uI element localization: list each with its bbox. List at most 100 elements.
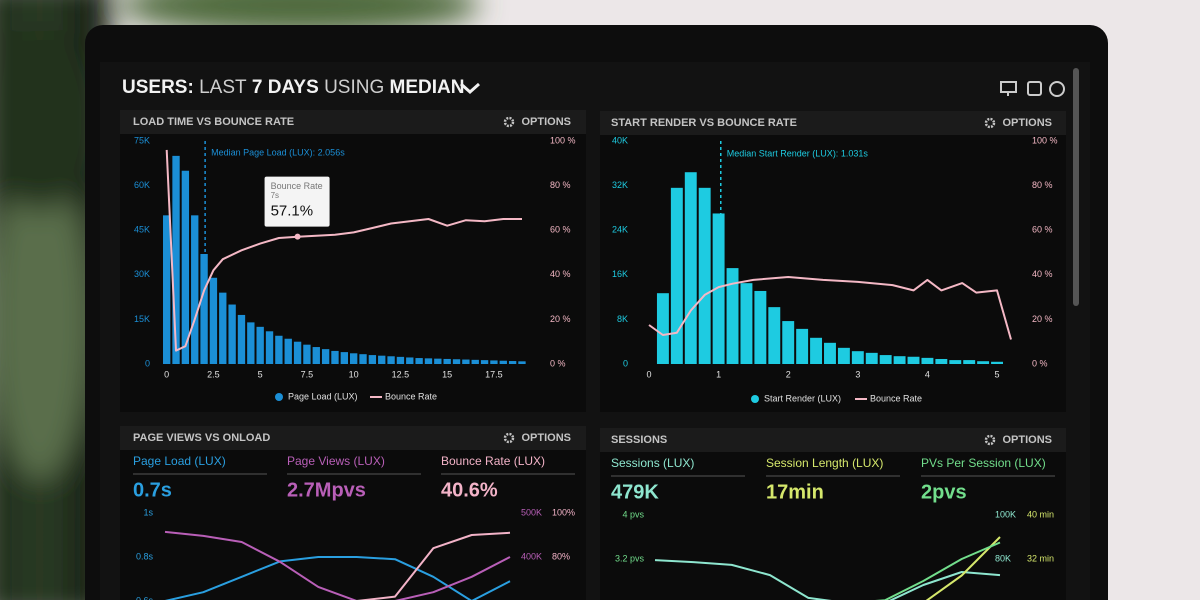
metric-value: 17min xyxy=(766,481,824,503)
y-tick-label: 100 % xyxy=(550,135,576,145)
options-button[interactable]: OPTIONS xyxy=(521,116,571,128)
x-tick-label: 2.5 xyxy=(207,369,220,379)
histogram-bar xyxy=(712,213,725,364)
y-tick-label: 80 % xyxy=(1032,180,1053,190)
histogram-bar xyxy=(754,290,767,364)
histogram-bar xyxy=(191,215,199,364)
share-icon[interactable] xyxy=(1027,81,1042,96)
histogram-bar xyxy=(851,351,864,364)
series-line xyxy=(925,536,1001,600)
y-tick-label: 60K xyxy=(134,180,150,190)
metric-label: Session Length (LUX) xyxy=(766,456,883,470)
x-tick-label: 17.5 xyxy=(485,369,503,379)
legend-swatch xyxy=(751,395,759,403)
scrollbar[interactable] xyxy=(1073,68,1079,306)
x-tick-label: 2 xyxy=(786,369,791,379)
histogram-bar xyxy=(284,338,292,364)
histogram-bar xyxy=(275,335,283,364)
y-tick-label: 20 % xyxy=(1032,314,1053,324)
title-part: MEDIAN xyxy=(390,77,465,98)
dropdown-chevron[interactable] xyxy=(460,82,480,95)
histogram-bar xyxy=(181,170,190,364)
histogram-bar xyxy=(698,187,711,364)
y-tick-label: 4 pvs xyxy=(622,509,644,519)
y-tick-label: 100 % xyxy=(1032,135,1058,145)
toolbar-icons xyxy=(1000,81,1065,97)
panel-header xyxy=(120,110,586,134)
series-line xyxy=(165,149,522,352)
histogram-bar xyxy=(312,347,320,364)
histogram-bar xyxy=(518,361,526,364)
histogram-bar xyxy=(977,361,990,364)
y-tick-label: 30K xyxy=(134,269,150,279)
legend-label[interactable]: Page Load (LUX) xyxy=(288,391,358,401)
options-button[interactable]: OPTIONS xyxy=(1002,434,1052,446)
histogram-bar xyxy=(740,283,753,364)
series-line xyxy=(654,559,1001,600)
histogram-bar xyxy=(471,359,479,364)
gear-icon[interactable] xyxy=(503,432,515,444)
gear-icon[interactable] xyxy=(984,434,996,446)
histogram-bar xyxy=(726,268,739,364)
series-line xyxy=(164,556,511,600)
y-tick-label: 60 % xyxy=(550,225,571,235)
help-icon[interactable] xyxy=(1049,81,1065,97)
histogram-bar xyxy=(768,307,781,364)
series-line xyxy=(648,276,1012,340)
title-part: 7 DAYS xyxy=(252,77,319,98)
panel-body xyxy=(120,450,586,600)
x-tick-label: 10 xyxy=(349,369,359,379)
series-line xyxy=(164,530,511,600)
histogram-bar xyxy=(490,360,498,364)
histogram-bar xyxy=(452,359,461,364)
legend-label[interactable]: Start Render (LUX) xyxy=(764,393,841,403)
histogram-bar xyxy=(172,155,180,364)
x-tick-label: 12.5 xyxy=(392,369,410,379)
histogram-bar xyxy=(879,355,892,364)
y-tick-label: 40 % xyxy=(1032,269,1053,279)
histogram-bar xyxy=(656,293,669,364)
panel-title: SESSIONS xyxy=(611,434,667,446)
x-tick-label: 1 xyxy=(716,369,721,379)
options-button[interactable]: OPTIONS xyxy=(521,432,571,444)
tooltip-box xyxy=(264,176,330,227)
histogram-bar xyxy=(424,358,433,364)
histogram-bar xyxy=(963,360,976,364)
histogram-bar xyxy=(209,277,218,364)
legend-label[interactable]: Bounce Rate xyxy=(870,393,922,403)
title-part: USERS: xyxy=(122,77,194,98)
y-tick-label: 3.2 pvs xyxy=(615,553,645,563)
histogram-bar xyxy=(837,347,850,364)
metric-label: Page Views (LUX) xyxy=(287,454,385,468)
gear-icon[interactable] xyxy=(984,117,996,129)
histogram-bar xyxy=(907,356,920,364)
histogram-bar xyxy=(462,359,470,364)
histogram-bar xyxy=(824,342,836,364)
dashboard-title[interactable]: USERS: LAST 7 DAYS USING MEDIAN xyxy=(122,77,464,98)
y-tick-label: 100K xyxy=(995,509,1016,519)
histogram-bar xyxy=(219,292,227,364)
histogram-bar xyxy=(321,349,330,364)
y-tick-label: 75K xyxy=(134,135,150,145)
y-tick-label: 20 % xyxy=(550,314,571,324)
histogram-bar xyxy=(443,358,451,364)
y-tick-label: 40 % xyxy=(550,269,571,279)
median-label: Median Start Render (LUX): 1.031s xyxy=(727,148,869,158)
legend-swatch xyxy=(275,393,283,401)
x-tick-label: 0 xyxy=(646,369,651,379)
x-tick-label: 15 xyxy=(442,369,452,379)
histogram-bar xyxy=(331,350,339,364)
metric-value: 2.7Mpvs xyxy=(287,479,366,501)
options-button[interactable]: OPTIONS xyxy=(1002,117,1052,129)
histogram-bar xyxy=(265,331,274,364)
histogram-bar xyxy=(256,326,264,364)
y-tick-label: 80K xyxy=(995,553,1011,563)
legend-label[interactable]: Bounce Rate xyxy=(385,391,437,401)
histogram-bar xyxy=(796,328,809,364)
median-label: Median Page Load (LUX): 2.056s xyxy=(211,147,345,157)
y-tick-label: 16K xyxy=(612,269,628,279)
series-line xyxy=(165,531,511,600)
gear-icon[interactable] xyxy=(503,116,515,128)
y-tick-label: 100% xyxy=(552,507,575,517)
